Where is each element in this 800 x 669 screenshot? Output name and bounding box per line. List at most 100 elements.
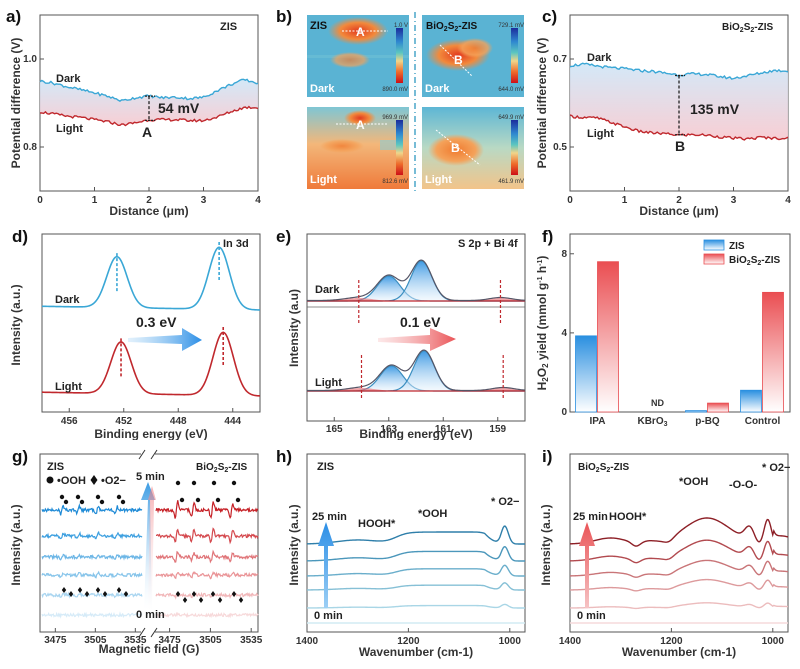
epr-trace-r-0 — [155, 611, 259, 619]
ir-trace-2 — [569, 578, 789, 592]
x-tick-label: p-BQ — [695, 416, 720, 427]
ir-trace-5 — [306, 525, 526, 545]
chart-d: d) 0.3 eV In 3d Dark Light 456 452 448 444 … — [9, 227, 261, 440]
label-dark-e: Dark — [315, 284, 340, 296]
time-top-g: 5 min — [136, 471, 165, 483]
x-tick-label: 1200 — [660, 636, 683, 647]
plot-area-h — [306, 525, 526, 624]
x-tick-label: 3 — [201, 195, 207, 206]
panel-label-f: f) — [542, 227, 553, 246]
ylabel-a: Potential difference (V) — [9, 38, 23, 169]
xlabel-c: Distance (μm) — [639, 204, 718, 218]
y-tick-label: 8 — [561, 249, 567, 260]
peak-label-hooh-i: HOOH* — [609, 511, 647, 523]
o2-marker — [238, 597, 244, 603]
epr-trace-r-1 — [155, 591, 259, 600]
plot-area-i — [569, 517, 789, 624]
label-dark-c: Dark — [587, 52, 612, 64]
time-bottom-i: 0 min — [577, 610, 606, 622]
x-tick-label: KBrO3 — [637, 416, 667, 428]
title-a: ZIS — [220, 21, 237, 33]
marker-a: A — [142, 124, 152, 140]
o2-marker — [198, 597, 204, 603]
x-ticks-d: 456 452 448 444 — [61, 408, 242, 427]
plot-frame-i — [569, 453, 789, 633]
y-ticks-a: 0.8 1.0 — [23, 54, 44, 153]
kpfm-cbar-max-3: 969.9 mV — [382, 115, 408, 121]
plot-area-a — [39, 78, 259, 127]
kpfm-condition-3: Light — [310, 174, 337, 186]
title-d: In 3d — [223, 238, 249, 250]
epr-trace-r-3 — [155, 549, 259, 564]
panel-label-g: g) — [12, 447, 28, 466]
time-arrow-icon — [141, 482, 155, 610]
x-tick-label: 1400 — [296, 636, 319, 647]
panel-label-b: b) — [276, 7, 292, 26]
kpfm-sample-1: ZIS — [310, 20, 327, 32]
panel-label-e: e) — [276, 227, 291, 246]
ooh-marker — [116, 494, 122, 500]
panel-label-i: i) — [542, 447, 552, 466]
x-tick-label: 3 — [731, 195, 737, 206]
kpfm-condition-1: Dark — [310, 83, 335, 95]
annotation-nd: ND — [651, 398, 664, 408]
ooh-marker — [79, 499, 85, 505]
fit-peak-2-area — [307, 351, 525, 391]
panel-label-c: c) — [542, 7, 557, 26]
x-tick-label: 3475 — [44, 635, 67, 646]
o2-marker — [102, 591, 108, 597]
kpfm-panel: b) ZIS A 1.0 V 890.0 mV Dark BiO2S2-ZIS … — [270, 0, 530, 220]
ylabel-f: H2O2 yield (mmol g-1 h-1) — [535, 256, 550, 391]
ooh-marker — [75, 494, 81, 500]
chart-i: i) 25 min 0 min BiO2S2-ZIS HOOH* *OOH -O… — [539, 447, 790, 659]
ooh-marker — [99, 499, 105, 505]
x-tick-label: 448 — [170, 416, 187, 427]
panel-label-h: h) — [276, 447, 292, 466]
x-ticks-f: IPA KBrO3 p-BQ Control — [590, 416, 781, 428]
ir-trace-2 — [306, 582, 525, 591]
ir-trace-4 — [306, 545, 526, 562]
time-top-i: 25 min — [573, 511, 608, 523]
chart-f: f) 0 4 8 IPA KBrO3 p-BQ Control ND ZIS BiO2S2… — [535, 227, 791, 428]
time-bottom-g: 0 min — [136, 609, 165, 621]
kpfm-cbar-max-1: 1.0 V — [394, 23, 408, 29]
envelope-line-light — [306, 349, 526, 392]
xlabel-a: Distance (μm) — [109, 204, 188, 218]
x-tick-label: IPA — [590, 416, 606, 427]
x-ticks-i: 1400 1200 1000 — [559, 628, 784, 647]
ooh-marker — [195, 497, 201, 503]
kpfm-svg: b) ZIS A 1.0 V 890.0 mV Dark BiO2S2-ZIS … — [276, 7, 524, 192]
o2-marker — [116, 587, 122, 593]
x-tick-label: 1200 — [397, 636, 420, 647]
axis-break-bottom-mask — [141, 626, 155, 636]
bar-bio2s2-zis-control — [762, 291, 784, 413]
legend-ooh: •OOH — [57, 475, 86, 487]
x-tick-label: 2 — [146, 195, 152, 206]
o2-marker — [68, 591, 74, 597]
chart-g: g) 5 min 0 min ZIS BiO2S2-ZIS •OOH •O2− … — [9, 447, 263, 656]
legend-swatch-zis — [703, 239, 725, 251]
label-light-a: Light — [56, 123, 83, 135]
kpfm-cbar-max-4: 649.9 mV — [498, 115, 524, 121]
bar-zis-ipa — [575, 335, 597, 413]
x-tick-label: 159 — [489, 424, 506, 435]
x-tick-label: 3535 — [124, 635, 147, 646]
o2-marker — [77, 587, 83, 593]
x-ticks-h: 1400 1200 1000 — [296, 628, 521, 647]
plot-area-f — [575, 261, 784, 413]
title-i: BiO2S2-ZIS — [578, 462, 629, 474]
x-ticks-a: 0 1 2 3 4 — [37, 187, 261, 206]
kpfm-marker-1: A — [356, 25, 365, 39]
title-e: S 2p + Bi 4f — [458, 238, 518, 250]
y-tick-label: 0.5 — [553, 142, 567, 153]
peak-label-ooh-i: *OOH — [679, 476, 708, 488]
legend-f: ZIS BiO2S2-ZIS — [703, 239, 780, 267]
o2-marker — [191, 591, 197, 597]
x-tick-label: 1 — [622, 195, 628, 206]
x-tick-label: 165 — [326, 424, 343, 435]
x-tick-label: 163 — [380, 424, 397, 435]
epr-trace-l-2 — [41, 570, 143, 579]
ooh-marker — [191, 480, 197, 486]
o2-marker — [175, 591, 181, 597]
